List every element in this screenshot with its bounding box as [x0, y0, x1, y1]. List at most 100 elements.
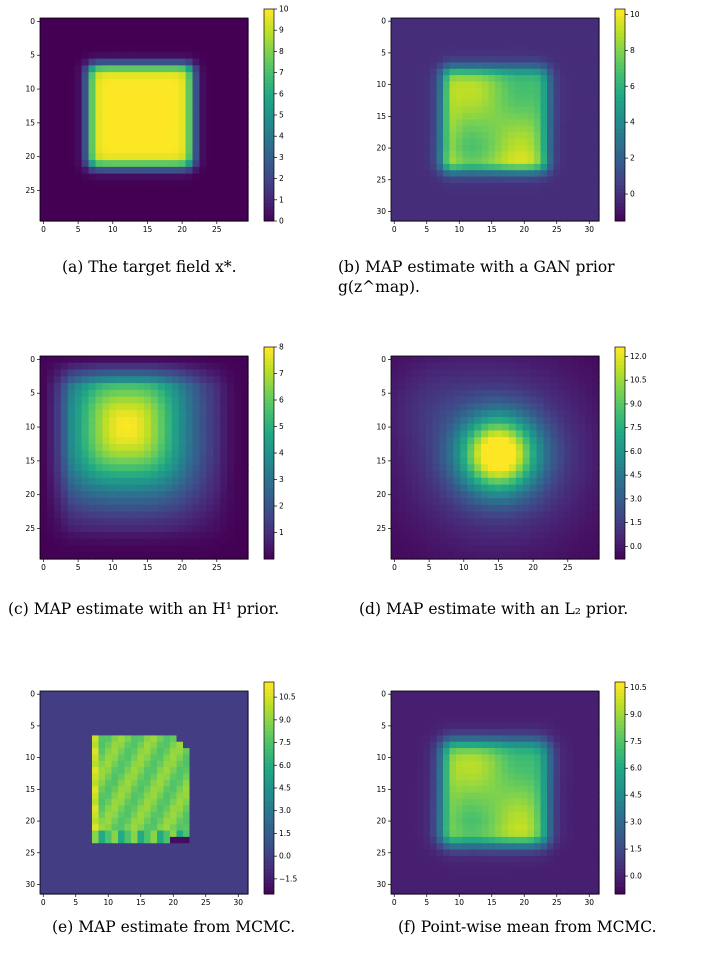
heatmap-cell	[227, 65, 235, 72]
heatmap-cell	[424, 202, 431, 209]
heatmap-cell	[412, 437, 420, 444]
heatmap-cell	[61, 505, 69, 512]
heatmap-cell	[186, 133, 194, 140]
heatmap-cell	[130, 59, 138, 66]
heatmap-cell	[165, 52, 173, 59]
heatmap-cell	[183, 716, 190, 723]
heatmap-cell	[179, 59, 187, 66]
heatmap-cell	[216, 805, 223, 812]
heatmap-cell	[183, 812, 190, 819]
heatmap-cell	[53, 735, 60, 742]
colorbar-segment	[264, 485, 274, 489]
heatmap-cell	[460, 539, 468, 546]
heatmap-cell	[92, 818, 99, 825]
heatmap-cell	[557, 512, 565, 519]
heatmap-cell	[550, 458, 558, 465]
heatmap-cell	[61, 491, 69, 498]
heatmap-cell	[75, 72, 83, 79]
colorbar-segment	[264, 393, 274, 397]
heatmap-cell	[54, 133, 62, 140]
heatmap-cell	[68, 153, 76, 160]
heatmap-cell	[571, 525, 579, 532]
heatmap-cell	[177, 697, 184, 704]
heatmap-cell	[585, 383, 593, 390]
heatmap-cell	[68, 451, 76, 458]
heatmap-cell	[446, 532, 454, 539]
heatmap-cell	[60, 856, 67, 863]
heatmap-cell	[523, 403, 531, 410]
heatmap-cell	[560, 145, 567, 152]
heatmap-cell	[391, 390, 399, 397]
heatmap-cell	[75, 153, 83, 160]
colorbar-segment	[615, 407, 625, 411]
caption-c: (c) MAP estimate with an H¹ prior.	[8, 599, 338, 619]
heatmap-cell	[186, 437, 194, 444]
heatmap-cell	[571, 458, 579, 465]
heatmap-cell	[170, 704, 177, 711]
heatmap-cell	[592, 424, 600, 431]
heatmap-cell	[60, 843, 67, 850]
heatmap-cell	[229, 812, 236, 819]
heatmap-cell	[242, 716, 249, 723]
heatmap-cell	[47, 38, 55, 45]
colorbar-segment	[615, 129, 625, 133]
heatmap-cell	[440, 356, 448, 363]
heatmap-cell	[489, 24, 496, 31]
heatmap-cell	[405, 545, 413, 552]
heatmap-cell	[193, 167, 201, 174]
heatmap-cell	[580, 189, 587, 196]
heatmap-cell	[220, 363, 228, 370]
heatmap-cell	[213, 174, 221, 181]
heatmap-cell	[193, 180, 201, 187]
heatmap-cell	[227, 356, 235, 363]
heatmap-cell	[592, 437, 600, 444]
heatmap-cell	[183, 773, 190, 780]
heatmap-cell	[151, 32, 159, 39]
heatmap-cell	[118, 754, 125, 761]
heatmap-cell	[61, 363, 69, 370]
colorbar-segment	[615, 119, 625, 123]
heatmap-cell	[179, 133, 187, 140]
heatmap-cell	[476, 94, 483, 101]
heatmap-cell	[137, 397, 145, 404]
heatmap-cell	[502, 126, 509, 133]
heatmap-cell	[172, 518, 180, 525]
heatmap-cell	[417, 50, 424, 57]
heatmap-cell	[411, 208, 418, 215]
heatmap-cell	[460, 464, 468, 471]
colorbar-segment	[615, 164, 625, 168]
colorbar-segment	[264, 147, 274, 151]
heatmap-cell	[47, 837, 54, 844]
heatmap-cell	[172, 153, 180, 160]
heatmap-cell	[47, 831, 54, 838]
heatmap-cell	[469, 170, 476, 177]
heatmap-cell	[118, 723, 125, 730]
heatmap-cell	[443, 189, 450, 196]
heatmap-cell	[151, 79, 159, 86]
heatmap-cell	[179, 18, 187, 25]
heatmap-cell	[412, 376, 420, 383]
heatmap-cell	[213, 397, 221, 404]
heatmap-cell	[102, 92, 110, 99]
heatmap-cell	[123, 113, 131, 120]
colorbar-segment	[615, 545, 625, 549]
heatmap-cell	[443, 126, 450, 133]
heatmap-cell	[125, 761, 132, 768]
heatmap-cell	[89, 45, 97, 52]
heatmap-cell	[222, 710, 229, 717]
heatmap-cell	[172, 424, 180, 431]
heatmap-cell	[530, 424, 538, 431]
heatmap-cell	[109, 180, 117, 187]
heatmap-cell	[165, 539, 173, 546]
heatmap-cell	[405, 451, 413, 458]
heatmap-cell	[508, 81, 515, 88]
heatmap-cell	[446, 478, 454, 485]
heatmap-cell	[560, 75, 567, 82]
heatmap-cell	[206, 464, 214, 471]
heatmap-cell	[95, 383, 103, 390]
heatmap-cell	[86, 691, 93, 698]
heatmap-cell	[190, 824, 197, 831]
heatmap-cell	[47, 45, 55, 52]
heatmap-cell	[398, 94, 405, 101]
heatmap-cell	[109, 376, 117, 383]
